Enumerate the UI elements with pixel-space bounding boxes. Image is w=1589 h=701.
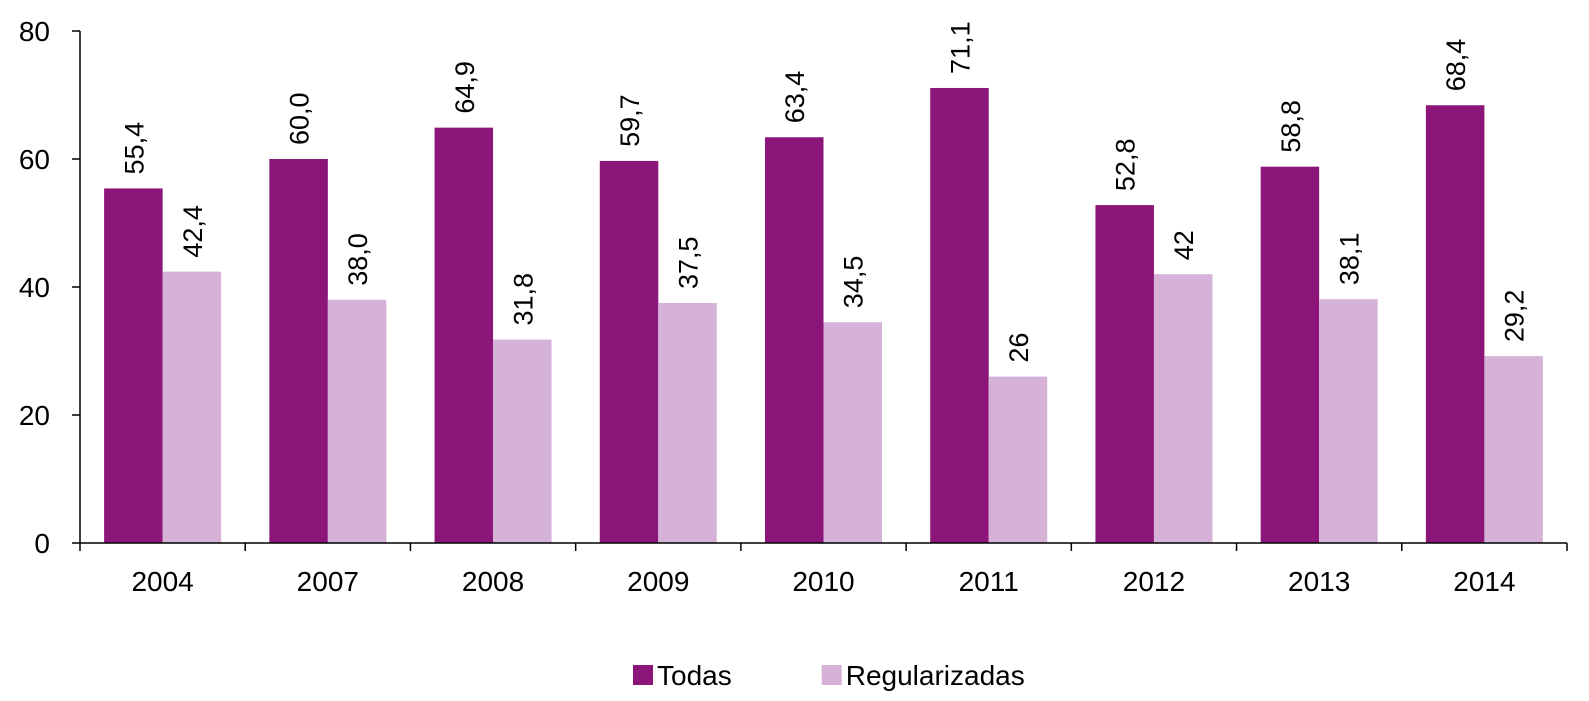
y-tick-label: 20 <box>19 400 50 431</box>
bar <box>1153 274 1213 543</box>
value-label: 42,4 <box>178 205 208 258</box>
value-label: 26 <box>1004 333 1034 363</box>
value-label: 52,8 <box>1111 139 1141 192</box>
value-label: 58,8 <box>1276 100 1306 153</box>
bar <box>1260 166 1320 543</box>
value-label: 60,0 <box>285 92 315 145</box>
value-label: 64,9 <box>450 61 480 114</box>
bar <box>269 159 328 543</box>
value-label: 37,5 <box>674 236 704 289</box>
bar <box>1484 356 1543 543</box>
x-tick-label: 2013 <box>1288 566 1350 597</box>
value-label: 42 <box>1169 230 1199 260</box>
legend-label: Todas <box>657 660 732 691</box>
legend-label: Regularizadas <box>846 660 1025 691</box>
bar <box>599 160 659 544</box>
value-label: 59,7 <box>615 94 645 147</box>
bar <box>327 299 387 543</box>
x-tick-label: 2008 <box>462 566 524 597</box>
bar <box>658 303 717 543</box>
value-label: 38,0 <box>343 233 373 286</box>
bar <box>988 376 1048 543</box>
x-tick-label: 2004 <box>131 566 193 597</box>
value-label: 55,4 <box>119 122 149 175</box>
value-label: 31,8 <box>508 273 538 326</box>
bar <box>1319 299 1378 543</box>
x-tick-label: 2012 <box>1123 566 1185 597</box>
bar <box>493 339 552 543</box>
value-label: 63,4 <box>780 71 810 124</box>
y-tick-label: 80 <box>19 16 50 47</box>
y-tick-label: 60 <box>19 144 50 175</box>
y-tick-label: 0 <box>34 528 50 559</box>
legend-swatch <box>821 665 842 685</box>
legend-swatch <box>633 665 653 685</box>
bar <box>823 322 882 543</box>
value-label: 29,2 <box>1500 290 1530 343</box>
value-label: 71,1 <box>945 21 975 74</box>
x-tick-label: 2011 <box>959 566 1019 597</box>
value-label: 68,4 <box>1441 39 1471 92</box>
bar <box>434 127 494 543</box>
x-tick-label: 2007 <box>297 566 359 597</box>
value-label: 38,1 <box>1334 233 1364 286</box>
y-tick-label: 40 <box>19 272 50 303</box>
value-label: 34,5 <box>839 256 869 309</box>
bar <box>765 137 824 544</box>
bar <box>1095 205 1154 543</box>
x-tick-label: 2010 <box>792 566 854 597</box>
x-tick-label: 2014 <box>1453 566 1515 597</box>
x-tick-label: 2009 <box>627 566 689 597</box>
bar <box>1425 105 1485 544</box>
bar <box>162 271 222 543</box>
bar <box>930 87 989 544</box>
bar <box>104 188 163 543</box>
